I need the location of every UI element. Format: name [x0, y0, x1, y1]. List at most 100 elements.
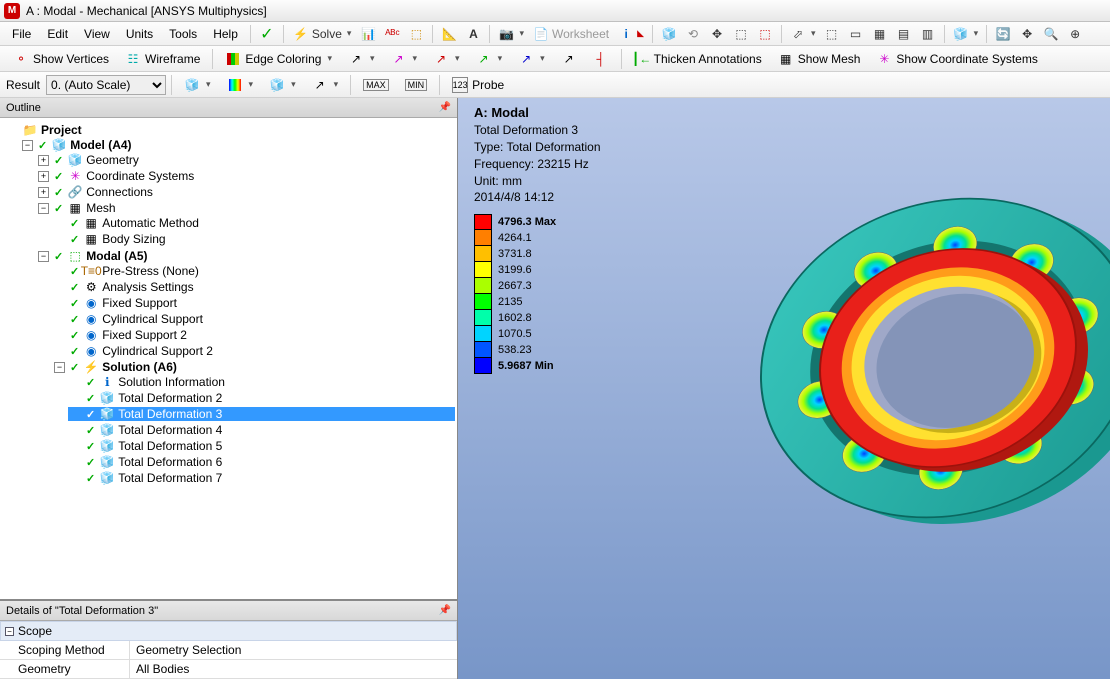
tree-sol-info[interactable]: ✓ℹSolution Information [68, 375, 455, 389]
tree-body-sizing[interactable]: ✓▦Body Sizing [52, 232, 455, 246]
menu-bar: File Edit View Units Tools Help ✓ ⚡Solve… [0, 22, 1110, 46]
tree-td5[interactable]: ✓🧊Total Deformation 5 [68, 439, 455, 453]
tree-fixed[interactable]: ✓◉Fixed Support [52, 296, 455, 310]
menu-edit[interactable]: Edit [39, 25, 76, 43]
cube-icon[interactable]: 🧊 [949, 26, 983, 42]
res-icon-2[interactable] [220, 74, 261, 96]
details-row-geometry[interactable]: GeometryAll Bodies [0, 660, 457, 679]
tree-td3[interactable]: ✓🧊Total Deformation 3 [68, 407, 455, 421]
sel-icon-4[interactable]: ▤ [892, 26, 916, 42]
sel-icon-5[interactable]: ▥ [916, 26, 940, 42]
nav-icon-2[interactable]: ⟲ [681, 26, 705, 42]
sel-icon-1[interactable]: ⬚ [820, 26, 844, 42]
sel-icon-3[interactable]: ▦ [868, 26, 892, 42]
tree-auto-method[interactable]: ✓▦Automatic Method [52, 216, 455, 230]
edge-2[interactable]: ↗ [384, 48, 425, 70]
viewport-info: A: Modal Total Deformation 3 Type: Total… [474, 104, 601, 206]
edge-coloring-button[interactable]: Edge Coloring [218, 48, 339, 70]
details-row-scoping[interactable]: Scoping MethodGeometry Selection [0, 641, 457, 660]
details-pin-icon[interactable]: 📌 [439, 605, 451, 616]
tool-icon-2[interactable]: ᴬᴮᶜ [380, 26, 404, 42]
thicken-button[interactable]: ┃←Thicken Annotations [627, 48, 769, 70]
legend-row: 2667.3 [474, 278, 556, 294]
tree-project[interactable]: 📁Project [4, 123, 455, 137]
scale-select[interactable]: 0. (Auto Scale) [46, 75, 166, 95]
nav-icon-4[interactable]: ⬚ [729, 26, 753, 42]
details-panel: Details of "Total Deformation 3" 📌 −Scop… [0, 599, 457, 679]
tool-icon-1[interactable]: 📊 [356, 26, 380, 42]
edge-7[interactable]: ┤ [586, 48, 616, 70]
menu-view[interactable]: View [76, 25, 118, 43]
pin-icon[interactable]: 📌 [439, 102, 451, 113]
bearing-render [738, 148, 1110, 568]
refresh-icon[interactable]: ✓ [255, 26, 279, 42]
tree-modal[interactable]: −✓⬚Modal (A5) [36, 249, 455, 263]
tree-cyl2[interactable]: ✓◉Cylindrical Support 2 [52, 344, 455, 358]
show-mesh-button[interactable]: ▦Show Mesh [771, 48, 868, 70]
legend-row: 3199.6 [474, 262, 556, 278]
nav-icon-5[interactable]: ⬚ [753, 26, 777, 42]
edge-6[interactable]: ↗ [554, 48, 584, 70]
show-vertices-button[interactable]: ⚬Show Vertices [6, 48, 116, 70]
edge-5[interactable]: ↗ [511, 48, 552, 70]
tree-td6[interactable]: ✓🧊Total Deformation 6 [68, 455, 455, 469]
outline-header: Outline 📌 [0, 98, 457, 118]
tree-solution[interactable]: −✓⚡Solution (A6) [52, 360, 455, 374]
tree-fixed2[interactable]: ✓◉Fixed Support 2 [52, 328, 455, 342]
info-icon[interactable]: i◣ [614, 26, 648, 42]
res-icon-4[interactable]: ↗ [305, 74, 346, 96]
res-icon-1[interactable]: 🧊 [177, 74, 218, 96]
tree-connections[interactable]: +✓🔗Connections [36, 185, 455, 199]
legend-row: 5.9687 Min [474, 358, 556, 374]
tool-icon-3[interactable]: ⬚ [404, 26, 428, 42]
tree-td2[interactable]: ✓🧊Total Deformation 2 [68, 391, 455, 405]
viewport-3d[interactable]: A: Modal Total Deformation 3 Type: Total… [458, 98, 1110, 679]
legend-row: 4264.1 [474, 230, 556, 246]
legend-row: 4796.3 Max [474, 214, 556, 230]
edge-4[interactable]: ↗ [469, 48, 510, 70]
tree-mesh[interactable]: −✓▦Mesh [36, 201, 455, 215]
move-icon[interactable]: ✥ [1015, 26, 1039, 42]
tree-prestress[interactable]: ✓T≡0Pre-Stress (None) [52, 264, 455, 278]
menu-file[interactable]: File [4, 25, 39, 43]
tree-cs[interactable]: +✓✳Coordinate Systems [36, 169, 455, 183]
outline-tree[interactable]: 📁Project −✓🧊Model (A4) +✓🧊Geometry +✓✳Co… [0, 118, 457, 599]
details-header: Details of "Total Deformation 3" 📌 [0, 601, 457, 621]
select-icon[interactable]: ⬀ [786, 26, 820, 42]
res-icon-3[interactable]: 🧊 [262, 74, 303, 96]
nav-icon-3[interactable]: ✥ [705, 26, 729, 42]
tool-icon-5[interactable]: 📷 [494, 26, 528, 42]
menu-tools[interactable]: Tools [161, 25, 205, 43]
solve-button[interactable]: ⚡Solve [288, 25, 357, 43]
tree-analysis[interactable]: ✓⚙Analysis Settings [52, 280, 455, 294]
tree-td4[interactable]: ✓🧊Total Deformation 4 [68, 423, 455, 437]
rotate-icon[interactable]: 🔄 [991, 26, 1015, 42]
menu-help[interactable]: Help [205, 25, 246, 43]
tree-td7[interactable]: ✓🧊Total Deformation 7 [68, 471, 455, 485]
tree-cyl[interactable]: ✓◉Cylindrical Support [52, 312, 455, 326]
tree-model[interactable]: −✓🧊Model (A4) [20, 138, 455, 152]
tree-geometry[interactable]: +✓🧊Geometry [36, 153, 455, 167]
fit-icon[interactable]: ⊕ [1063, 26, 1087, 42]
details-scope-cat[interactable]: −Scope [0, 621, 457, 641]
worksheet-button[interactable]: 📄Worksheet [528, 25, 614, 43]
wireframe-button[interactable]: ☷Wireframe [118, 48, 207, 70]
legend-row: 538.23 [474, 342, 556, 358]
nav-icon-1[interactable]: 🧊 [657, 26, 681, 42]
min-button[interactable]: MIN [398, 76, 435, 94]
edge-1[interactable]: ↗ [341, 48, 382, 70]
max-button[interactable]: MAX [356, 76, 396, 94]
show-cs-button[interactable]: ✳Show Coordinate Systems [869, 48, 1044, 70]
probe-button[interactable]: 123Probe [445, 74, 511, 96]
tool-icon-a[interactable]: A [461, 26, 485, 42]
sel-icon-2[interactable]: ▭ [844, 26, 868, 42]
tool-icon-4[interactable]: 📐 [437, 26, 461, 42]
legend-row: 3731.8 [474, 246, 556, 262]
zoom-icon[interactable]: 🔍 [1039, 26, 1063, 42]
result-label: Result [6, 78, 40, 92]
toolbar-result: Result 0. (Auto Scale) 🧊 🧊 ↗ MAX MIN 123… [0, 72, 1110, 98]
menu-units[interactable]: Units [118, 25, 161, 43]
edge-3[interactable]: ↗ [426, 48, 467, 70]
legend-row: 1602.8 [474, 310, 556, 326]
legend-row: 1070.5 [474, 326, 556, 342]
